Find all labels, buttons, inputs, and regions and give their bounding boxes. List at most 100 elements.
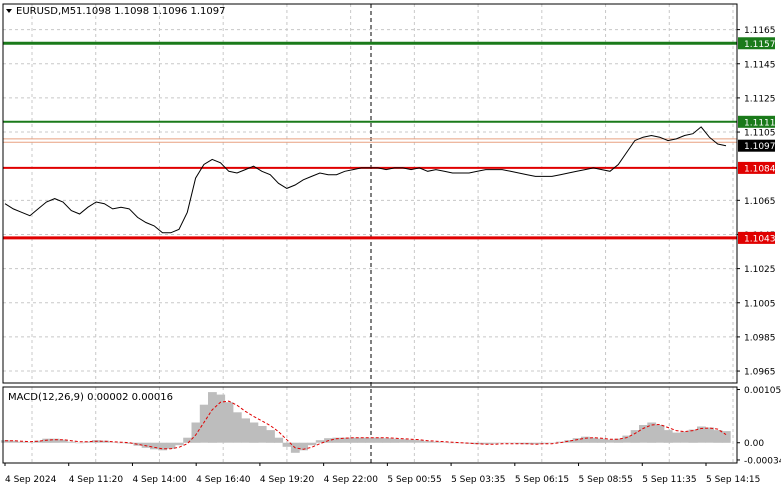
macd-bar [647,422,657,443]
macd-tick-label: 0.00105 [744,386,781,396]
ohlc-label: 1.1098 1.1098 1.1096 1.1097 [76,6,226,17]
macd-bar [332,437,342,443]
y-tick-label: 1.1065 [744,197,776,207]
macd-bar [564,440,574,443]
macd-bar [108,442,118,443]
macd-bar [713,430,723,443]
triangle-down-icon[interactable] [6,9,12,13]
macd-bar [663,430,673,443]
x-tick-label: 4 Sep 2024 [5,475,57,485]
y-tick-label: 1.0985 [744,333,776,343]
macd-bar [348,437,358,443]
macd-bar [464,442,474,444]
macd-bar [232,412,242,443]
macd-tick-label: 0.00 [744,439,764,449]
macd-label: MACD(12,26,9) 0.00002 0.00016 [8,392,173,403]
macd-signal-line [5,400,727,450]
macd-bar [423,441,433,443]
macd-bar [489,442,499,444]
macd-bar [50,438,60,443]
x-tick-label: 4 Sep 14:00 [132,475,187,485]
macd-bar [655,425,665,443]
macd-bar [133,442,143,446]
macd-bar [373,437,383,443]
macd-bar [199,404,209,443]
level-price-tag-bg [738,231,775,244]
macd-bar [241,418,250,443]
price-pane-frame [2,3,738,384]
x-tick-label: 5 Sep 11:35 [642,475,696,485]
macd-bar [572,438,582,443]
macd-bar [75,442,85,444]
macd-bar [705,427,715,443]
macd-bar [307,442,317,446]
level-price-tag-bg [738,37,775,50]
current-price-tag: 1.1097 [744,142,776,152]
macd-bar [581,436,590,443]
macd-bar [282,442,292,447]
macd-bar [697,426,706,443]
macd-bar [390,438,400,443]
macd-bar [639,425,648,443]
macd-tick-label: -0.00034 [744,456,781,466]
level-price-tag: 1.1111 [744,118,776,128]
y-tick-label: 1.1105 [744,129,776,139]
macd-bar [17,441,27,443]
level-price-tag: 1.1157 [744,40,776,50]
macd-bar [547,442,557,444]
macd-bar [141,442,151,448]
macd-bar [688,429,698,443]
grid-layer [3,4,737,463]
macd-bar [257,426,267,443]
macd-bar [448,442,458,444]
macd-bar [174,442,184,446]
macd-bar [431,441,441,443]
macd-bar [440,442,449,443]
frame-layer [2,3,738,464]
axis-layer: 1.11651.11451.11251.11051.10651.10451.10… [4,26,781,485]
level-price-tag: 1.1043 [744,234,776,244]
x-tick-label: 5 Sep 08:55 [579,475,633,485]
x-tick-label: 5 Sep 14:15 [706,475,760,485]
macd-bar [481,442,491,445]
macd-bar [539,442,549,444]
macd-bar [514,442,524,444]
macd-bar [266,430,275,443]
macd-bar [125,442,134,444]
y-tick-label: 1.1165 [744,26,776,36]
macd-bar [166,442,176,449]
macd-bar [299,442,308,451]
macd-bar [597,438,607,443]
x-tick-label: 4 Sep 11:20 [69,475,124,485]
macd-bar [398,439,408,443]
symbol-label: EURUSD,M5 [16,6,76,17]
macd-bar [357,437,366,443]
macd-bar [42,438,52,443]
macd-bar [67,441,76,443]
macd-bar [531,442,540,445]
x-tick-label: 4 Sep 19:20 [260,475,315,485]
macd-bar [630,430,640,443]
macd-bar [506,442,516,444]
macd-bar [191,422,201,443]
macd-bar [83,441,93,443]
macd-bar [672,432,681,443]
y-tick-label: 1.1145 [744,60,776,70]
chart-header: EURUSD,M5 1.1098 1.1098 1.1096 1.1097 [6,6,226,17]
y-tick-label: 1.1005 [744,299,776,309]
macd-bar [415,440,424,443]
current-price-tag-bg [738,139,775,152]
macd-bar [9,440,18,443]
macd-bar [406,439,416,443]
macd-bar [382,438,391,443]
x-tick-label: 5 Sep 06:15 [515,475,569,485]
macd-pane-frame [2,386,738,464]
macd-bar [274,437,284,443]
macd-bar [365,437,375,443]
macd-bar [249,422,259,443]
macd-bar [498,442,507,444]
x-tick-label: 5 Sep 00:55 [387,475,441,485]
